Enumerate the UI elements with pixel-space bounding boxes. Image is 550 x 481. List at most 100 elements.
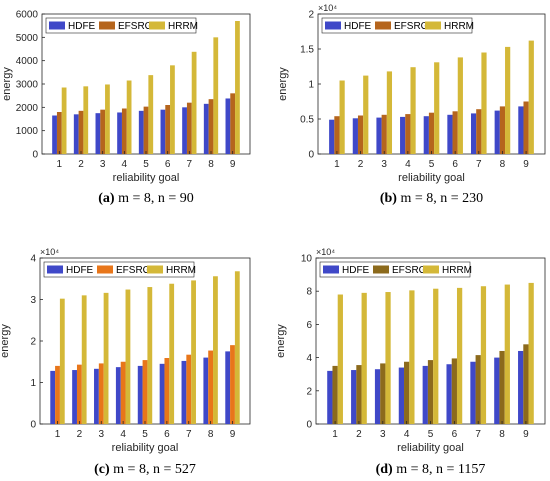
y-tick-label: 0 [308, 150, 314, 161]
panel-caption: (b) m = 8, n = 230 [380, 191, 483, 206]
bar-hrrm-1 [59, 298, 65, 424]
bar-efsrg-7 [475, 355, 481, 424]
caption-letter: (a) [98, 191, 115, 206]
legend-swatch-efsrg [99, 21, 115, 30]
legend-label-efsrg: EFSRG [118, 21, 153, 32]
bar-hrrm-8 [504, 284, 510, 424]
bar-hrrm-5 [147, 287, 153, 424]
bar-efsrg-2 [356, 365, 362, 424]
x-tick-label: 4 [122, 159, 128, 170]
legend-swatch-efsrg [375, 21, 391, 30]
bar-hrrm-3 [386, 71, 393, 154]
y-axis-label: energy [0, 324, 11, 358]
legend-swatch-hdfe [325, 21, 341, 30]
bar-efsrg-3 [380, 363, 386, 424]
bar-hrrm-9 [234, 271, 240, 424]
x-tick-label: 1 [334, 159, 340, 170]
y-tick-label: 0.5 [300, 115, 314, 126]
bar-hdfe-7 [470, 113, 477, 154]
bar-hdfe-8 [203, 357, 209, 424]
bar-hrrm-3 [103, 292, 109, 424]
y-tick-label: 2 [30, 337, 36, 348]
y-tick-label: 3000 [16, 80, 39, 91]
legend-swatch-efsrg [373, 265, 389, 274]
caption-letter: (c) [94, 462, 110, 477]
legend-swatch-hdfe [323, 265, 339, 274]
bar-hdfe-6 [446, 364, 452, 424]
bar-hdfe-4 [115, 367, 121, 424]
bar-efsrg-8 [499, 106, 506, 154]
chart-panel-2: 1 2 3 4 5 6 7 8 9 0 0.5 1 1.5 2 ×10⁴ reliability goal en… [277, 3, 546, 206]
x-tick-label: 9 [230, 159, 236, 170]
y-tick-label: 2000 [16, 103, 39, 114]
y-tick-label: 1.5 [300, 45, 314, 56]
bar-hrrm-7 [191, 51, 197, 154]
x-tick-label: 6 [165, 159, 171, 170]
x-tick-label: 3 [381, 159, 387, 170]
bar-efsrg-8 [208, 350, 214, 424]
bar-efsrg-4 [405, 114, 411, 154]
legend: HDFE EFSRG HRRM [319, 261, 472, 278]
x-tick-label: 2 [78, 159, 84, 170]
x-axis-label: reliability goal [113, 172, 180, 184]
bar-hdfe-4 [117, 112, 122, 154]
x-tick-label: 6 [452, 429, 458, 440]
bar-hrrm-4 [409, 290, 415, 424]
legend-swatch-efsrg [97, 265, 113, 274]
bar-hdfe-5 [138, 110, 144, 154]
bar-efsrg-7 [476, 109, 482, 154]
bar-hdfe-6 [447, 114, 453, 154]
bar-hdfe-9 [225, 351, 231, 425]
bar-hrrm-4 [410, 67, 416, 154]
y-axis-exponent: ×10⁴ [316, 247, 335, 257]
legend-label-hdfe: HDFE [344, 21, 372, 32]
chart-panel-4: 1 2 3 4 5 6 7 8 9 0 2 4 6 8 10×10⁴ reliability goal ener… [275, 247, 546, 477]
y-tick-label: 4 [306, 353, 312, 364]
panel-caption: (a) m = 8, n = 90 [98, 191, 194, 206]
x-tick-label: 1 [55, 429, 61, 440]
legend-label-hrrm: HRRM [168, 21, 198, 32]
bar-efsrg-6 [165, 105, 171, 154]
legend-swatch-hrrm [147, 265, 163, 274]
bar-efsrg-3 [98, 363, 104, 424]
y-tick-label: 1 [308, 80, 314, 91]
bar-hrrm-7 [481, 52, 487, 154]
bar-hdfe-9 [225, 98, 231, 154]
x-tick-label: 7 [475, 429, 481, 440]
bar-efsrg-9 [230, 345, 235, 424]
bar-efsrg-5 [427, 360, 434, 424]
x-tick-label: 7 [187, 159, 193, 170]
bar-hrrm-1 [61, 87, 67, 154]
x-axis-label: reliability goal [397, 442, 464, 454]
bar-efsrg-5 [143, 106, 149, 154]
x-tick-label: 3 [380, 429, 386, 440]
bar-hrrm-1 [339, 80, 345, 154]
bar-efsrg-1 [332, 365, 338, 424]
x-tick-label: 1 [332, 429, 338, 440]
y-axis-label: energy [275, 324, 287, 358]
bar-efsrg-6 [164, 358, 170, 424]
y-tick-label: 4 [30, 254, 36, 265]
bar-efsrg-1 [334, 116, 340, 154]
chart-panel-1: 1 2 3 4 5 6 7 8 9 0 1000 2000 3000 4000 5000 6000 reliab… [1, 10, 251, 206]
bar-efsrg-6 [451, 358, 457, 424]
bar-efsrg-4 [404, 361, 410, 424]
x-tick-label: 4 [120, 429, 126, 440]
legend-label-hdfe: HDFE [68, 21, 96, 32]
legend-label-hdfe: HDFE [66, 265, 94, 276]
bar-efsrg-3 [100, 109, 106, 154]
bar-hrrm-2 [83, 86, 89, 154]
chart-panel-3: 1 2 3 4 5 6 7 8 9 0 1 2 3 4 ×10⁴ reliability goal energy… [0, 247, 251, 477]
y-axis-label: energy [277, 67, 289, 101]
x-tick-label: 2 [77, 429, 83, 440]
bar-hdfe-6 [159, 363, 165, 424]
bar-efsrg-1 [56, 112, 62, 154]
x-tick-label: 4 [405, 159, 411, 170]
x-tick-label: 5 [428, 429, 434, 440]
bar-efsrg-7 [186, 102, 192, 154]
bar-hdfe-2 [72, 370, 77, 424]
bar-hdfe-7 [470, 361, 476, 424]
bar-hdfe-4 [398, 367, 405, 424]
legend-swatch-hdfe [47, 265, 63, 274]
bar-hdfe-1 [52, 115, 57, 154]
